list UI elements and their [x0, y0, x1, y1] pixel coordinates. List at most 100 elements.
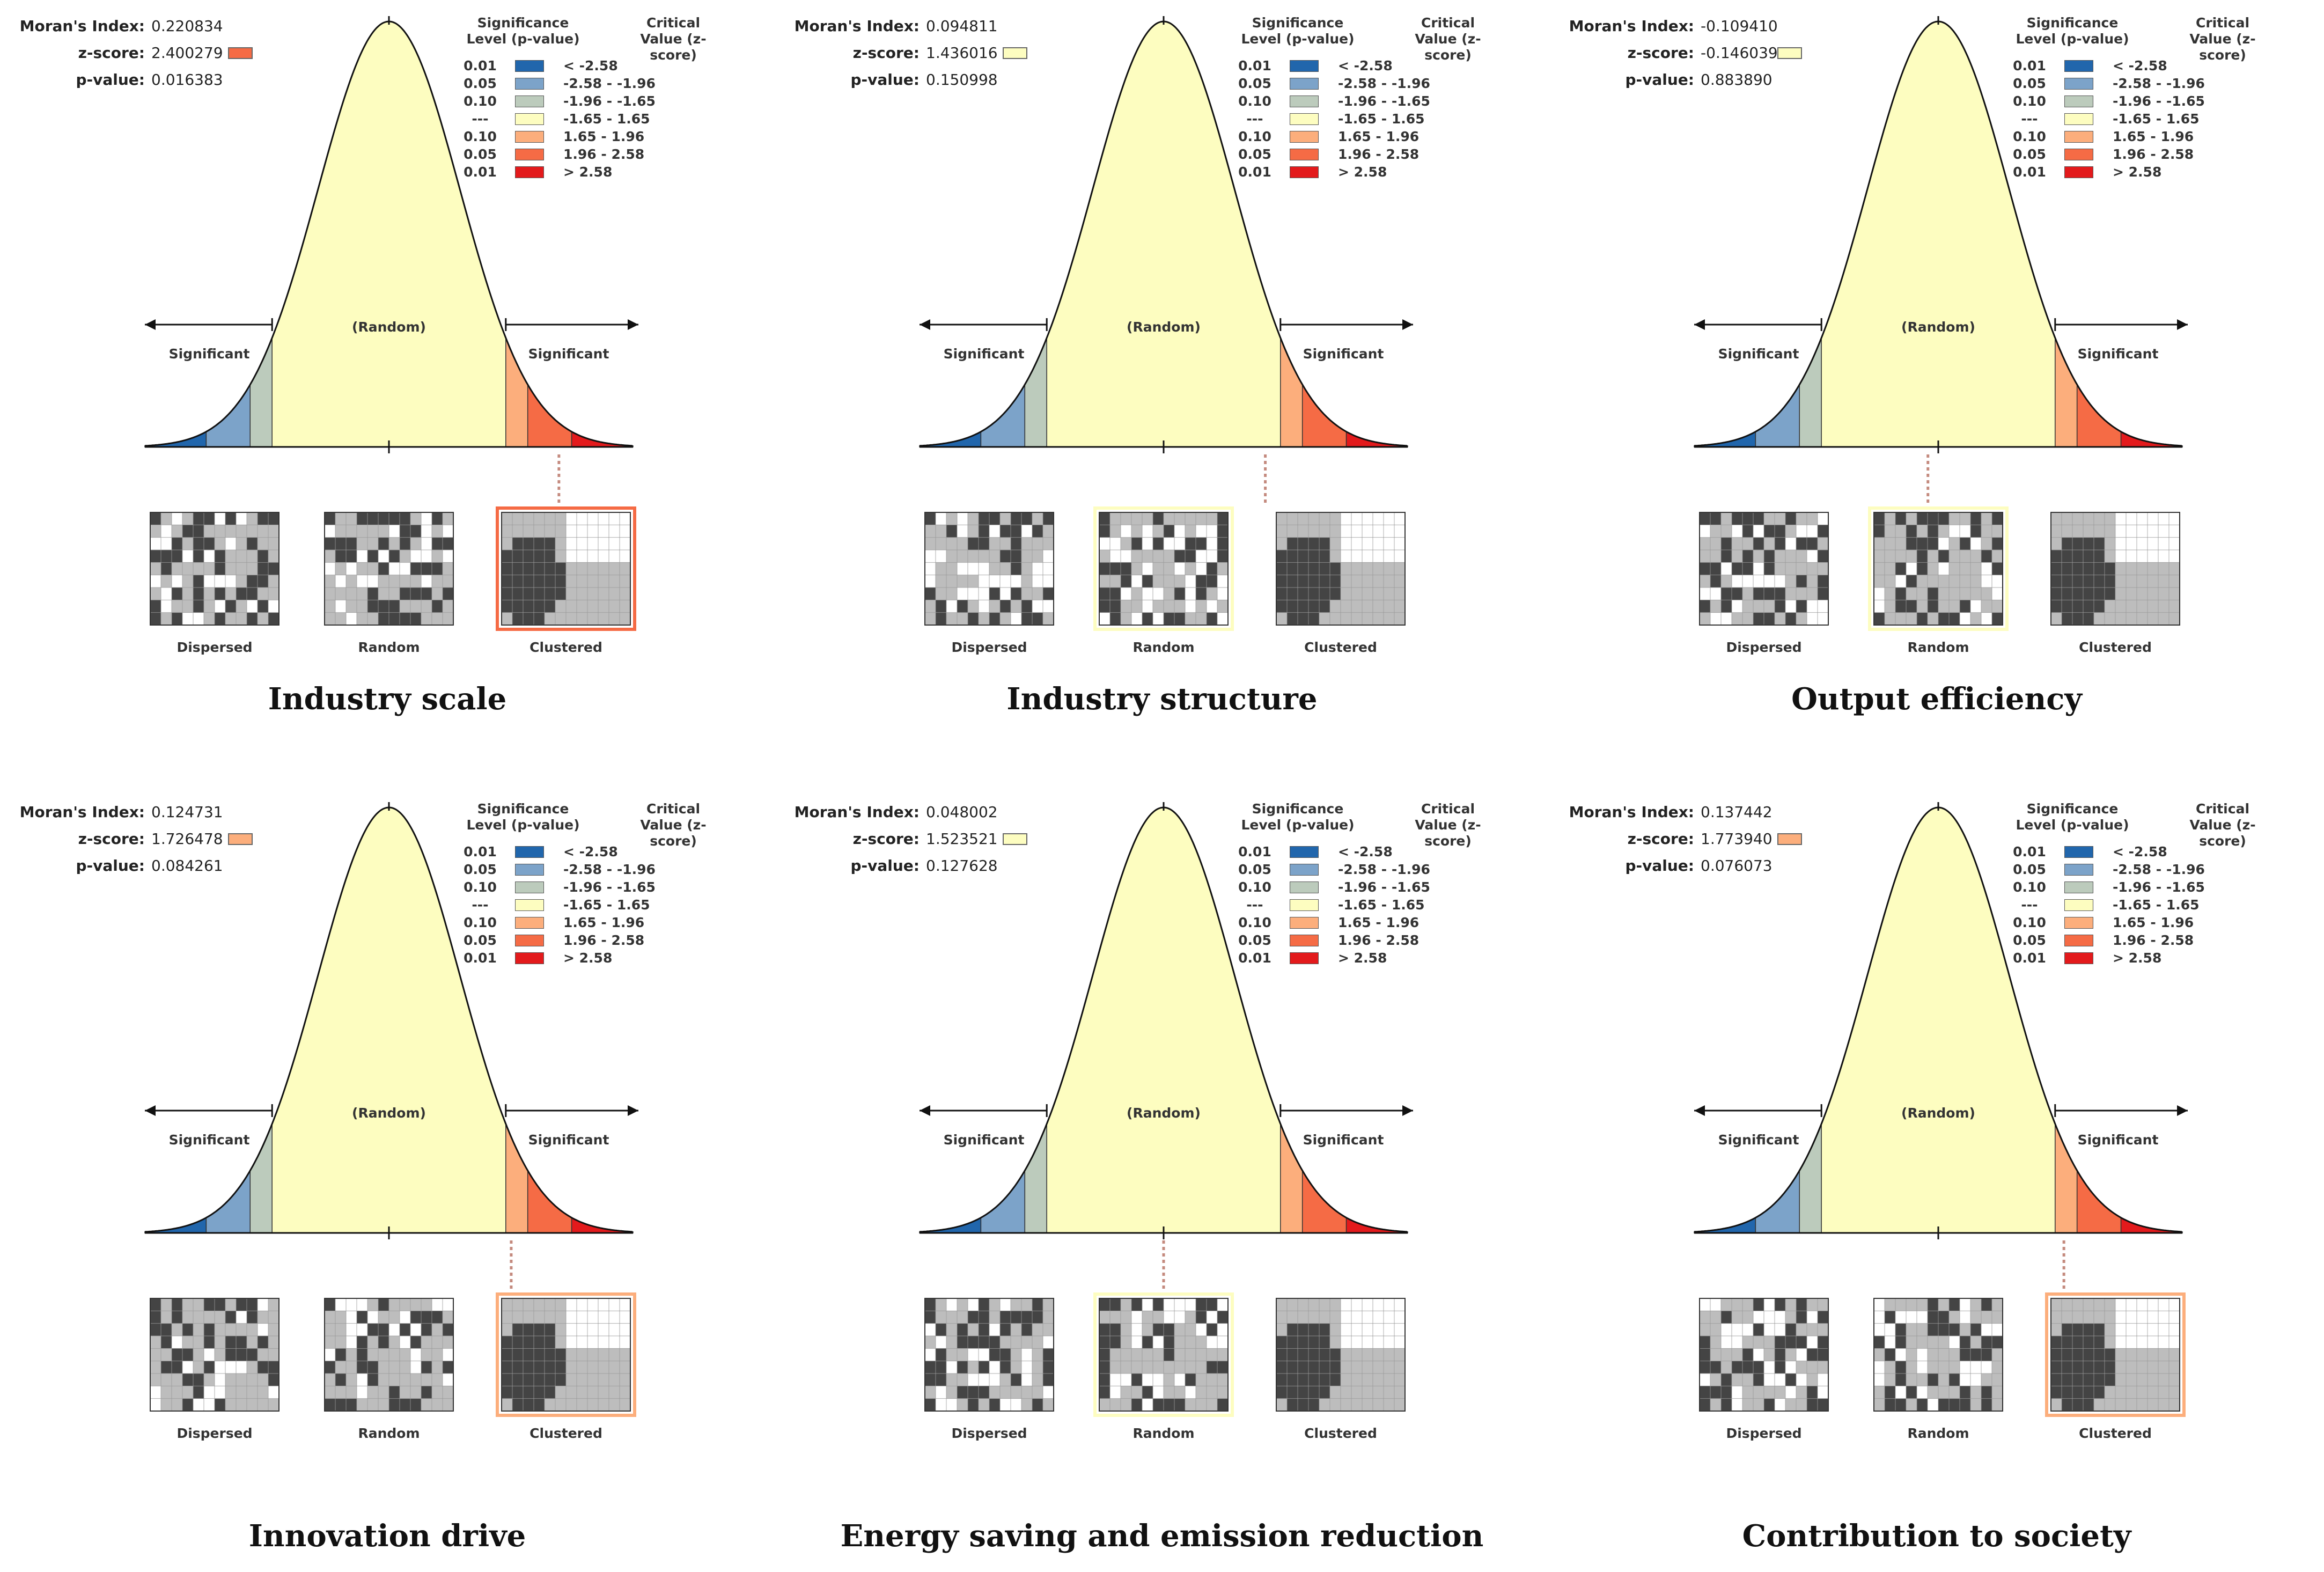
- p-value-row: p-value: 0.127628: [775, 857, 1097, 878]
- random-map: [1093, 1292, 1234, 1417]
- legend-p-value: 0.05: [2013, 146, 2046, 162]
- p-value-label: p-value:: [850, 857, 920, 875]
- legend-swatch: [2064, 149, 2093, 160]
- z-region: [1280, 337, 1303, 447]
- legend-p-value: 0.01: [1238, 58, 1271, 74]
- legend-z-range: < -2.58: [1338, 844, 1393, 860]
- chart-panel: Significant Significant (Random) Dispersed R…: [775, 786, 1549, 1572]
- legend-header-z: Critical Value (z-score): [640, 15, 707, 63]
- significance-legend: Significance Level (p-value) Critical Val…: [461, 15, 762, 187]
- legend-p-value: 0.05: [2013, 76, 2046, 91]
- legend-z-range: 1.65 - 1.96: [1338, 915, 1420, 930]
- legend-swatch: [1290, 882, 1319, 893]
- legend-z-range: -1.96 - -1.65: [2113, 879, 2205, 895]
- panel-title: Industry structure: [1006, 681, 1318, 717]
- chart-panel: Significant Significant (Random) Dispersed R…: [775, 0, 1549, 786]
- panel-title: Innovation drive: [248, 1518, 526, 1554]
- morans-index-value: 0.220834: [151, 17, 223, 35]
- chart-panel: Significant Significant (Random) Dispersed R…: [0, 786, 775, 1572]
- legend-z-range: -2.58 - -1.96: [563, 76, 656, 91]
- p-value-value: 0.084261: [151, 857, 223, 875]
- legend-z-range: 1.96 - 2.58: [2113, 146, 2194, 162]
- morans-index-value: 0.124731: [151, 803, 223, 821]
- legend-p-value: 0.05: [1238, 146, 1271, 162]
- legend-swatch: [515, 899, 544, 911]
- legend-swatch: [1290, 846, 1319, 858]
- z-region: [1799, 1123, 1822, 1233]
- p-value-value: 0.150998: [926, 71, 998, 89]
- legend-z-range: 1.65 - 1.96: [1338, 129, 1420, 144]
- legend-swatch: [2064, 935, 2093, 946]
- z-score-label: z-score:: [78, 44, 145, 62]
- morans-index-value: 0.137442: [1701, 803, 1773, 821]
- random-map: [324, 512, 454, 626]
- z-score-label: z-score:: [852, 830, 920, 848]
- selected-map-frame: [2045, 1292, 2186, 1417]
- right-arrow-head: [1402, 1105, 1413, 1116]
- z-score-label: z-score:: [852, 44, 920, 62]
- dispersed-map: [150, 1298, 280, 1412]
- legend-swatch: [2064, 96, 2093, 107]
- random-map-label: Random: [358, 1426, 420, 1441]
- legend-swatch: [1290, 899, 1319, 911]
- legend-p-value: 0.01: [1238, 844, 1271, 860]
- legend-p-value: ---: [2021, 111, 2038, 127]
- bell-curve-chart: Significant Significant (Random) Dispersed R…: [144, 802, 638, 1441]
- legend-z-range: -1.65 - 1.65: [563, 897, 650, 913]
- legend-p-value: 0.01: [2013, 950, 2046, 966]
- legend-p-value: 0.01: [2013, 164, 2046, 180]
- dispersed-map: [924, 1298, 1055, 1412]
- legend-p-value: 0.10: [2013, 915, 2046, 930]
- left-arrow-head: [145, 1105, 156, 1116]
- p-value-value: 0.127628: [926, 857, 998, 875]
- legend-p-value: 0.05: [464, 76, 497, 91]
- p-value-row: p-value: 0.016383: [0, 71, 322, 92]
- legend-header-z: Critical Value (z-score): [1415, 801, 1481, 849]
- legend-z-range: -1.65 - 1.65: [1338, 111, 1425, 127]
- legend-z-range: -1.96 - -1.65: [1338, 93, 1430, 109]
- legend-z-range: -1.65 - 1.65: [2113, 897, 2200, 913]
- legend-swatch: [515, 166, 544, 178]
- p-value-value: 0.076073: [1701, 857, 1773, 875]
- legend-header-p: Significance Level (p-value): [466, 801, 580, 833]
- legend-p-value: 0.01: [464, 58, 497, 74]
- legend-z-range: < -2.58: [563, 58, 618, 74]
- significance-legend: Significance Level (p-value) Critical Val…: [2011, 801, 2311, 973]
- selected-map-frame: [496, 506, 636, 631]
- legend-z-range: -2.58 - -1.96: [1338, 862, 1430, 877]
- significant-right-label: Significant: [1303, 1132, 1384, 1148]
- significant-left-label: Significant: [169, 346, 250, 362]
- legend-p-value: ---: [472, 897, 489, 913]
- significance-legend: Significance Level (p-value) Critical Val…: [461, 801, 762, 973]
- left-arrow-head: [920, 319, 930, 330]
- p-value-row: p-value: 0.150998: [775, 71, 1097, 92]
- legend-header-p: Significance Level (p-value): [1241, 15, 1355, 47]
- legend-swatch: [515, 864, 544, 876]
- legend-swatch: [515, 113, 544, 125]
- legend-swatch: [1290, 60, 1319, 72]
- z-score-row: z-score: 1.436016: [775, 44, 1097, 65]
- p-value-row: p-value: 0.084261: [0, 857, 322, 878]
- morans-index-label: Moran's Index:: [19, 803, 145, 821]
- legend-swatch: [2064, 113, 2093, 125]
- legend-swatch: [515, 78, 544, 90]
- legend-swatch: [515, 846, 544, 858]
- p-value-label: p-value:: [1625, 857, 1694, 875]
- random-map-label: Random: [358, 640, 420, 655]
- legend-header-z: Critical Value (z-score): [2189, 15, 2256, 63]
- legend-z-range: -1.96 - -1.65: [563, 93, 656, 109]
- legend-swatch: [2064, 917, 2093, 929]
- right-arrow-head: [628, 319, 638, 330]
- clustered-map-label: Clustered: [529, 640, 602, 655]
- morans-index-row: Moran's Index: -0.109410: [1549, 17, 1871, 39]
- morans-index-row: Moran's Index: 0.220834: [0, 17, 322, 39]
- legend-swatch: [515, 131, 544, 143]
- legend-z-range: 1.96 - 2.58: [1338, 146, 1420, 162]
- z-region: [505, 1123, 528, 1233]
- p-value-label: p-value:: [1625, 71, 1694, 89]
- morans-index-label: Moran's Index:: [1569, 803, 1694, 821]
- clustered-map: [496, 506, 636, 631]
- legend-swatch: [515, 952, 544, 964]
- z-score-swatch: [228, 833, 253, 845]
